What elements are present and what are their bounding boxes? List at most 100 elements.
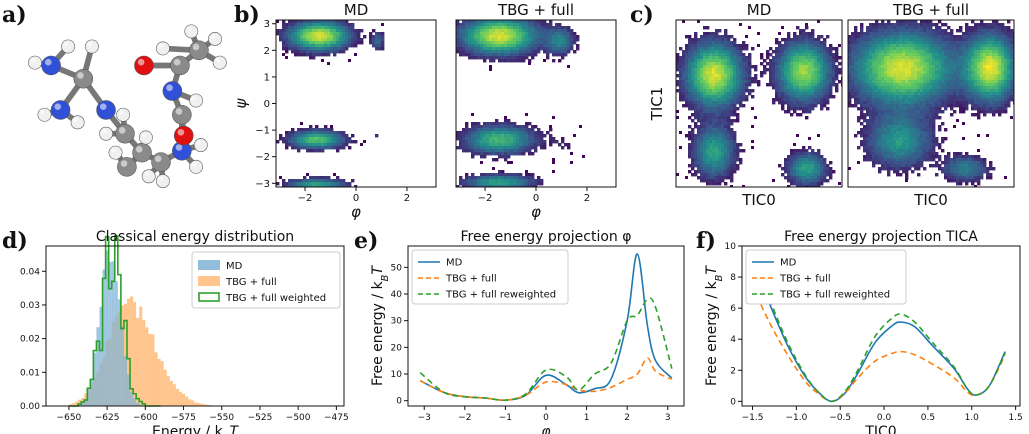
bar-tbg-full — [71, 403, 76, 406]
plot-frame — [741, 245, 1021, 407]
atom-H — [116, 107, 131, 122]
y-tick-label: 0.02 — [20, 335, 40, 345]
atom-highlight — [99, 103, 107, 110]
atom-highlight — [118, 127, 126, 134]
y-axis-label: Free energy / kBT — [370, 265, 391, 386]
x-axis-label: TIC0 — [864, 424, 896, 434]
bar-tbg-full — [182, 393, 186, 406]
bar-tbg-full — [139, 306, 143, 406]
panel-label-f: f) — [696, 228, 716, 254]
x-axis-label: TIC0 — [913, 191, 948, 209]
plot-area — [419, 253, 673, 402]
bar-md — [105, 250, 109, 406]
x-tick-label: −1 — [499, 413, 512, 423]
bar-tbg-full — [126, 298, 131, 406]
y-tick-label: 40 — [391, 290, 403, 300]
x-tick-label: −600 — [133, 413, 158, 423]
x-axis-label: TIC0 — [741, 191, 776, 209]
bar-md — [93, 352, 97, 406]
x-tick-label: −2 — [298, 193, 313, 204]
bar-tbg-full — [188, 399, 192, 406]
x-tick-label: 0 — [543, 413, 549, 423]
atom-highlight — [191, 95, 197, 101]
tica-heatmaps: MD TIC0 TIC1 TBG + full TIC0 — [648, 1, 1015, 209]
atom-H — [155, 174, 170, 188]
bar-md — [87, 389, 91, 406]
atom-highlight — [154, 155, 162, 163]
subplot-title: TBG + full — [497, 1, 574, 19]
x-tick-label: −475 — [324, 413, 349, 423]
atom-H — [84, 39, 99, 54]
panel-label-b: b) — [234, 2, 260, 28]
atom-highlight — [63, 41, 69, 47]
series-line — [751, 251, 1006, 403]
energy-histogram: −650 −625 −600 −575 −550 −525 −500 −475 0.00 0.01… — [20, 229, 349, 434]
atom-highlight — [120, 160, 128, 167]
legend-label: MD — [446, 258, 463, 269]
x-tick-label: −550 — [209, 413, 234, 423]
heatmap-subplot: MD −2 0 2 3 2 1 0 −1 −2 −3 φ ψ — [236, 1, 437, 221]
atom-H — [189, 159, 203, 174]
atom-N — [50, 100, 71, 120]
atom-highlight — [144, 171, 150, 177]
y-tick-label: 0 — [396, 397, 402, 407]
bar-md — [99, 306, 103, 406]
bar-tbg-full — [194, 402, 198, 406]
atom-highlight — [166, 84, 173, 92]
x-tick-label: 0.5 — [921, 413, 935, 423]
bar-tbg-full — [166, 376, 170, 406]
y-tick-label: −3 — [255, 179, 270, 190]
bar-tbg-full — [133, 302, 137, 406]
legend-label: TBG + full — [225, 277, 277, 288]
atom-highlight — [177, 128, 185, 136]
bar-tbg-full — [151, 334, 155, 406]
bar-tbg-full — [78, 399, 82, 406]
bar-md — [120, 326, 124, 406]
subplot-title: MD — [344, 1, 369, 19]
atom-highlight — [175, 144, 183, 151]
heatmap-subplot: TBG + full TIC0 — [847, 1, 1015, 209]
bar-md — [117, 299, 121, 406]
atom-highlight — [137, 58, 145, 66]
y-tick-label: 0.03 — [20, 301, 40, 311]
legend: MD TBG + full TBG + full weighted — [191, 251, 341, 309]
bar-md — [84, 399, 88, 406]
x-tick-label: 2 — [624, 413, 630, 423]
atom-highlight — [54, 103, 62, 110]
x-axis-label: φ — [531, 203, 541, 221]
heatmap-subplot: MD TIC0 TIC1 — [648, 1, 843, 209]
atom-H — [108, 145, 123, 160]
series-line — [419, 297, 673, 402]
y-tick-label: 6 — [730, 304, 736, 314]
bar-tbg-full — [148, 334, 152, 406]
legend-box — [745, 249, 907, 305]
legend-box — [411, 249, 569, 305]
x-tick-label: −575 — [171, 413, 196, 423]
chart-title: Free energy projection TICA — [784, 229, 978, 245]
y-tick-label: 2 — [730, 366, 736, 376]
bar-tbg-full — [178, 391, 183, 406]
y-axis-label: Free energy / kBT — [704, 265, 725, 386]
atom-highlight — [192, 43, 200, 51]
bar-tbg-full — [191, 400, 195, 406]
atom-highlight — [210, 34, 216, 39]
legend-label: TBG + full — [445, 274, 497, 285]
subplot-frame — [847, 19, 1015, 188]
bar-tbg-full — [172, 384, 176, 406]
plot-area — [751, 251, 1006, 403]
atom-highlight — [111, 147, 116, 153]
legend-label: MD — [780, 258, 797, 269]
atom-C — [115, 123, 135, 144]
chart-title: Classical energy distribution — [96, 229, 294, 245]
bar-md — [90, 379, 94, 406]
bar-md — [123, 355, 127, 406]
plot-frame — [45, 245, 345, 407]
legend-label: MD — [226, 261, 243, 272]
bar-md — [81, 402, 85, 406]
bar-md — [111, 261, 115, 406]
atom-H — [28, 55, 42, 70]
legend-swatch — [198, 276, 220, 286]
bar-tbg-full — [136, 317, 140, 406]
atom-C — [151, 152, 171, 172]
